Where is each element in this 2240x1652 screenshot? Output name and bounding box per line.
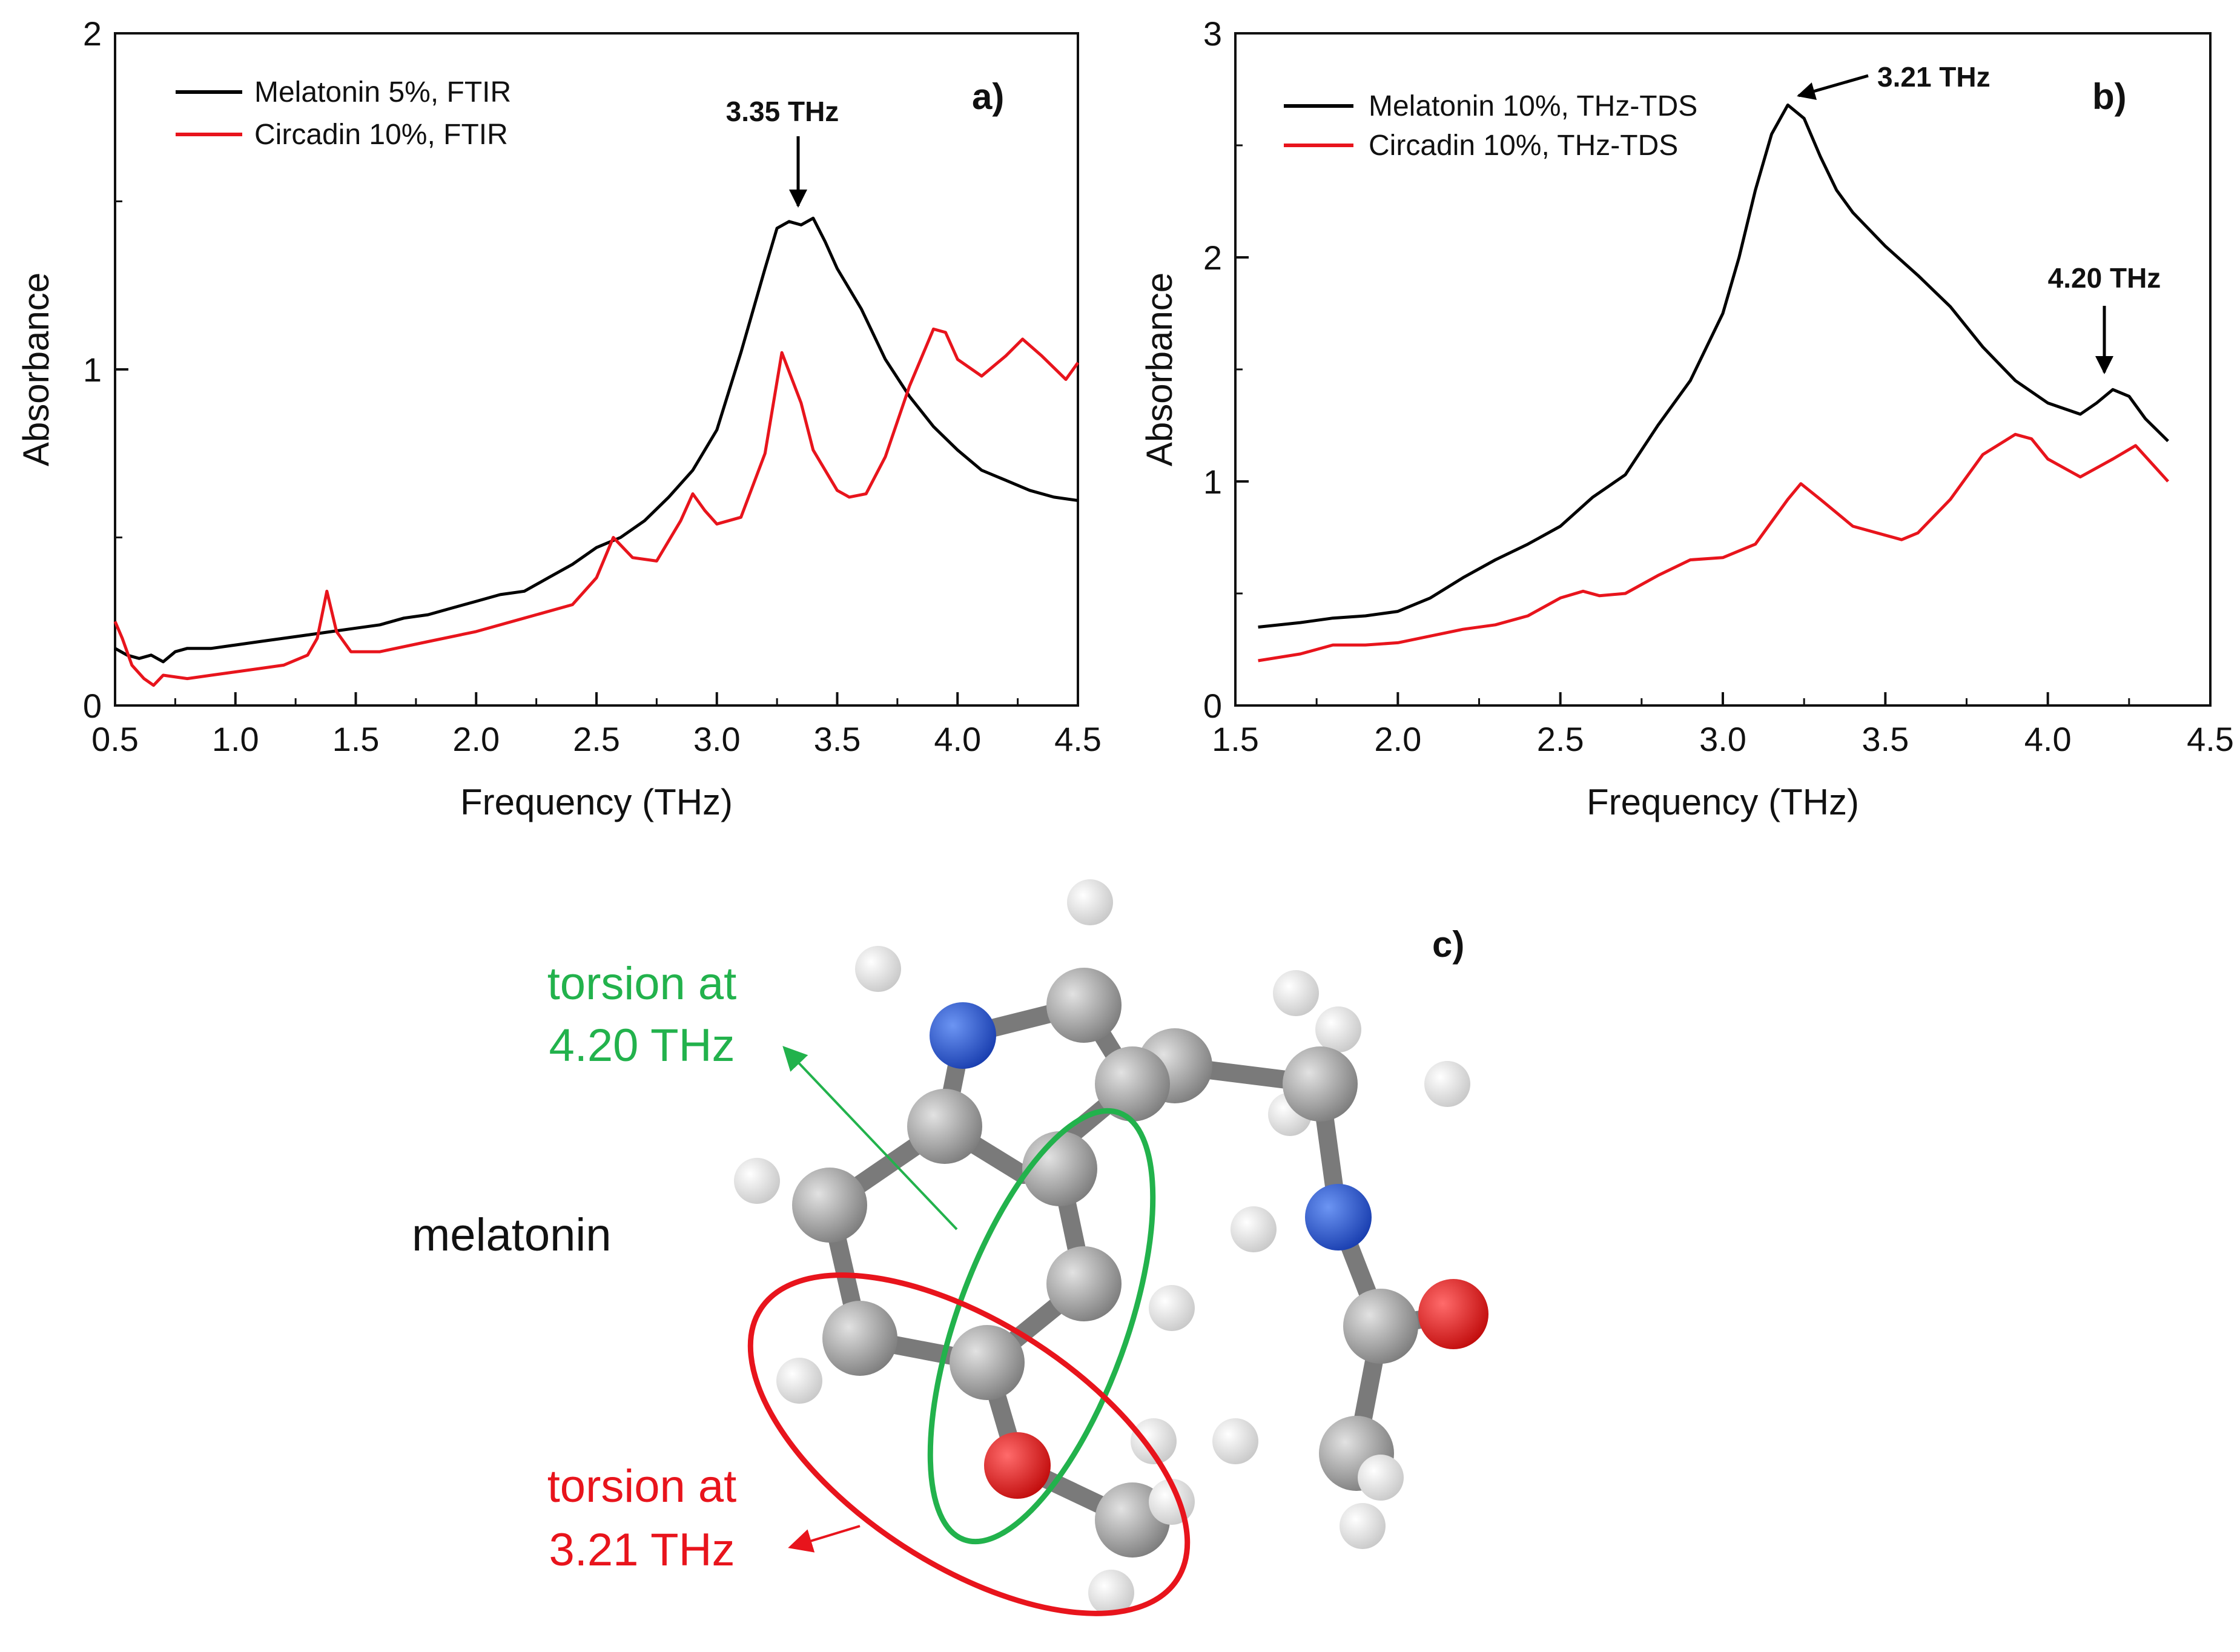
panel-c-label: c) (1432, 924, 1464, 965)
carbon-atom (1095, 1046, 1170, 1122)
x-tick-label: 4.5 (2187, 720, 2234, 758)
annotation-b-main-peak-arrow (1797, 74, 1869, 100)
molecule-atoms (734, 879, 1488, 1616)
x-tick-label: 0.5 (91, 720, 139, 758)
panel-c-molecule-diagram: c) melatonin (412, 879, 1488, 1616)
hydrogen-atom (1315, 1006, 1361, 1052)
legend-b-label-melatonin: Melatonin 10%, THz-TDS (1369, 90, 1697, 122)
x-tick-label: 3.0 (1699, 720, 1746, 758)
nitrogen-atom (1305, 1184, 1372, 1251)
hydrogen-atom (1424, 1061, 1470, 1107)
hydrogen-atom (1358, 1455, 1404, 1501)
x-tick-label: 1.5 (332, 720, 380, 758)
annotation-b-second-peak-label: 4.20 THz (2048, 262, 2161, 294)
carbon-atom (822, 1301, 897, 1376)
x-tick-label: 4.0 (934, 720, 981, 758)
chart-a-ticks (114, 32, 1079, 707)
x-tick-label: 3.0 (693, 720, 741, 758)
annotation-a-peak-label: 3.35 THz (726, 96, 839, 127)
series-line-circadin (1258, 432, 2170, 662)
green-torsion-label-line1: torsion at (547, 958, 737, 1009)
chart-a-x-axis-title: Frequency (THz) (460, 782, 733, 822)
hydrogen-atom (1131, 1418, 1177, 1464)
hydrogen-atom (734, 1158, 780, 1204)
x-tick-label: 3.5 (814, 720, 861, 758)
carbon-atom (907, 1089, 982, 1164)
x-tick-label: 1.0 (212, 720, 259, 758)
y-tick-label: 0 (1203, 687, 1222, 725)
hydrogen-atom (855, 946, 901, 992)
x-tick-label: 4.5 (1054, 720, 1102, 758)
hydrogen-atom (1231, 1206, 1277, 1252)
red-torsion-ellipse (747, 1272, 1191, 1616)
carbon-atom (1283, 1046, 1358, 1122)
hydrogen-atom (1149, 1285, 1195, 1331)
x-tick-label: 4.0 (2024, 720, 2072, 758)
chart-b-ticks (1234, 32, 2212, 707)
chart-a: 0.5 1.0 1.5 2.0 2.5 3.0 3.5 4.0 4.5 0 1 2 Frequency… (16, 15, 1102, 822)
nitrogen-atom (930, 1002, 996, 1069)
red-torsion-arrow (788, 1525, 861, 1553)
hydrogen-atom (776, 1358, 822, 1404)
chart-b: 1.5 2.0 2.5 3.0 3.5 4.0 4.5 0 1 2 3 Frequency (THz… (1139, 15, 2234, 822)
series-line-melatonin (114, 216, 1079, 664)
chart-a-y-axis-title: Absorbance (16, 273, 56, 466)
carbon-atom (950, 1325, 1025, 1400)
x-tick-label: 1.5 (1212, 720, 1259, 758)
legend-a-label-melatonin: Melatonin 5%, FTIR (254, 76, 511, 108)
legend-b-label-circadin: Circadin 10%, THz-TDS (1369, 130, 1678, 162)
series-line-melatonin (1258, 103, 2169, 629)
oxygen-atom (984, 1432, 1051, 1499)
chart-a-series (113, 216, 1080, 687)
y-tick-label: 1 (1203, 463, 1222, 501)
chart-a-legend: Melatonin 5%, FTIR Circadin 10%, FTIR (176, 76, 511, 151)
carbon-atom (1046, 1246, 1122, 1321)
red-torsion-label-line1: torsion at (547, 1461, 737, 1512)
chart-b-legend: Melatonin 10%, THz-TDS Circadin 10%, THz… (1284, 90, 1697, 162)
x-tick-label: 2.0 (452, 720, 500, 758)
hydrogen-atom (1067, 879, 1113, 925)
x-tick-label: 2.5 (1537, 720, 1584, 758)
green-torsion-arrow (782, 1046, 958, 1231)
chart-b-tick-labels: 1.5 2.0 2.5 3.0 3.5 4.0 4.5 0 1 2 3 (1203, 15, 2234, 758)
carbon-atom (1046, 968, 1122, 1043)
green-torsion-ellipse (927, 1108, 1156, 1545)
hydrogen-atom (1340, 1503, 1386, 1549)
x-tick-label: 2.0 (1374, 720, 1421, 758)
x-tick-label: 3.5 (1862, 720, 1909, 758)
carbon-atom (1343, 1289, 1418, 1364)
green-torsion-label-line2: 4.20 THz (549, 1020, 735, 1071)
carbon-atom (1022, 1131, 1097, 1206)
hydrogen-atom (1088, 1570, 1134, 1616)
molecule-name: melatonin (412, 1209, 612, 1261)
hydrogen-atom (1212, 1418, 1258, 1464)
y-tick-label: 2 (83, 15, 102, 53)
oxygen-atom (1418, 1279, 1488, 1349)
legend-a-label-circadin: Circadin 10%, FTIR (254, 119, 508, 151)
chart-b-y-axis-title: Absorbance (1139, 273, 1180, 466)
y-tick-label: 1 (83, 351, 102, 389)
y-tick-label: 3 (1203, 15, 1222, 53)
y-tick-label: 0 (83, 687, 102, 725)
red-torsion-label-line2: 3.21 THz (549, 1524, 735, 1576)
chart-b-series (1258, 103, 2170, 662)
annotation-b-main-peak-label: 3.21 THz (1877, 61, 1991, 93)
carbon-atom (792, 1168, 867, 1243)
chart-a-panel-label: a) (972, 76, 1004, 117)
hydrogen-atom (1273, 970, 1319, 1016)
chart-a-tick-labels: 0.5 1.0 1.5 2.0 2.5 3.0 3.5 4.0 4.5 0 1 2 (83, 15, 1102, 758)
y-tick-label: 2 (1203, 239, 1222, 277)
chart-b-panel-label: b) (2092, 76, 2127, 117)
x-tick-label: 2.5 (573, 720, 620, 758)
chart-b-x-axis-title: Frequency (THz) (1587, 782, 1859, 822)
series-line-circadin (113, 327, 1080, 687)
